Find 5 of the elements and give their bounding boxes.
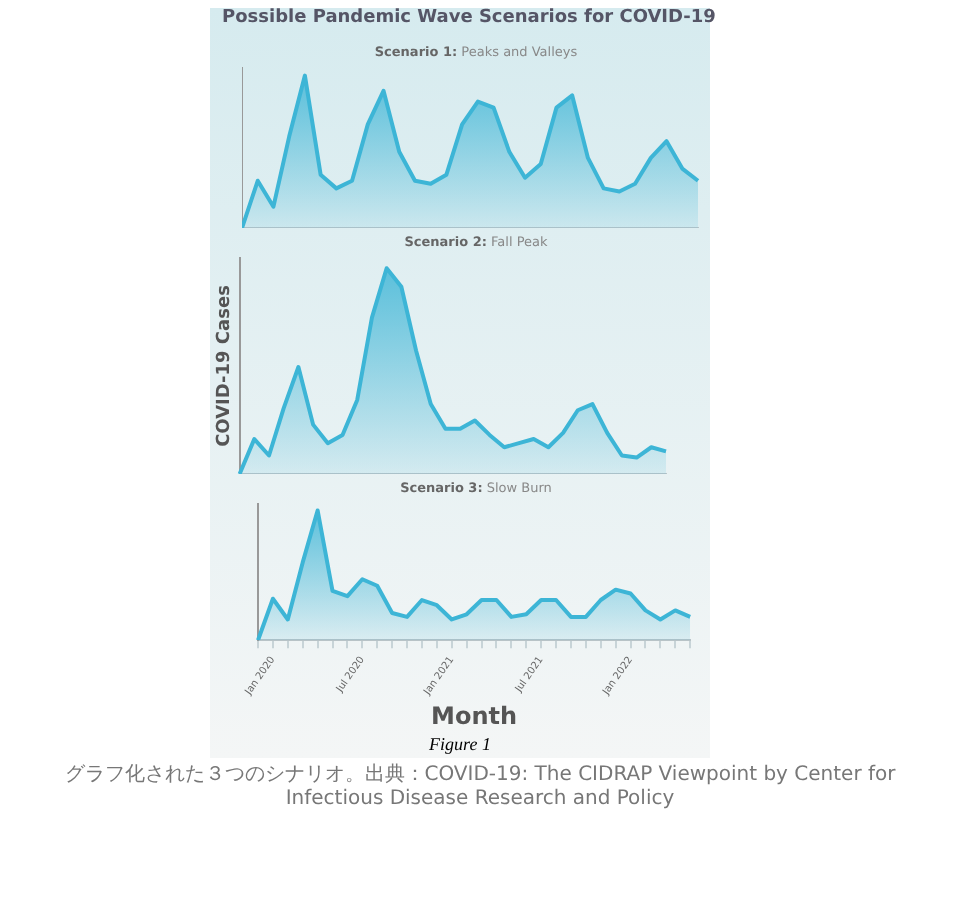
text: グラフ化された３つのシナリオ。出典：COVID-19: The CIDRAP Viewpoint by Center for Infectious Disease Research and Policy — [62, 764, 898, 810]
caption: Figure 1 — [427, 734, 493, 754]
y-axis-title: COVID-19 Cases — [215, 285, 236, 447]
chart-title: Possible Pandemic Wave Scenarios for COVID-19 — [222, 8, 716, 28]
x-axis-title: Month — [431, 701, 518, 730]
